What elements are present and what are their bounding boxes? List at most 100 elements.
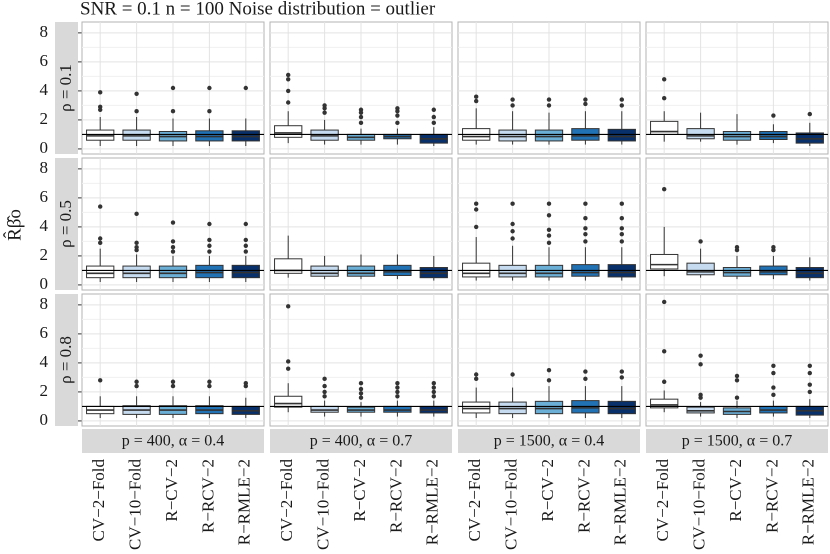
outlier [474, 94, 479, 99]
outlier [243, 237, 248, 243]
outlier [286, 366, 291, 371]
outlier [395, 394, 400, 399]
outlier [771, 385, 776, 390]
x-tick-label: R−RMLE−2 [799, 459, 818, 545]
outlier [771, 113, 776, 118]
outlier [510, 97, 515, 102]
box [274, 395, 303, 408]
outlier [98, 104, 103, 110]
x-tick-label: CV−10−Fold [502, 459, 521, 550]
y-tick-label: 6 [40, 187, 49, 206]
outlier [395, 385, 400, 390]
outlier [474, 201, 479, 206]
outlier [546, 378, 552, 383]
x-tick-label: R−RMLE−2 [423, 459, 442, 545]
outlier [207, 237, 212, 243]
y-tick-label: 0 [40, 138, 49, 157]
outlier [698, 362, 703, 367]
outlier [322, 376, 327, 382]
outlier [510, 103, 515, 108]
outlier [207, 221, 212, 227]
y-tick-label: 4 [40, 80, 49, 99]
outlier [583, 101, 588, 107]
outlier [431, 120, 436, 126]
outlier [807, 363, 812, 369]
outlier [134, 91, 139, 97]
outlier [662, 379, 667, 384]
outlier [207, 249, 212, 254]
outlier [619, 201, 624, 206]
outlier [134, 379, 139, 384]
outlier [510, 221, 515, 227]
outlier [583, 239, 588, 244]
x-tick-label: R−RMLE−2 [235, 459, 254, 545]
box [534, 129, 564, 142]
outlier [207, 379, 212, 384]
outlier [395, 106, 400, 111]
x-tick-label: CV−10−Fold [126, 459, 145, 550]
outlier [546, 367, 552, 373]
outlier [583, 215, 588, 221]
outlier [546, 201, 552, 206]
x-tick-label: CV−2−Fold [653, 459, 672, 542]
outlier [546, 213, 552, 218]
outlier [395, 381, 400, 386]
box [534, 264, 564, 278]
outlier [546, 97, 552, 102]
col-strip-label: p = 1500, α = 0.7 [682, 433, 792, 450]
col-strip [270, 429, 452, 453]
y-tick-label: 4 [40, 352, 49, 371]
outlier [431, 107, 436, 112]
box [122, 265, 151, 279]
y-tick-label: 6 [40, 51, 49, 70]
row-strip-label: ρ = 0.5 [56, 200, 75, 248]
outlier [583, 226, 588, 231]
x-tick-label: CV−2−Fold [89, 459, 108, 542]
outlier [431, 114, 436, 120]
outlier [134, 245, 139, 250]
outlier [698, 392, 703, 398]
outlier [583, 376, 588, 382]
outlier [619, 215, 624, 221]
outlier [170, 379, 176, 384]
y-tick-label: 2 [40, 245, 49, 264]
outlier [734, 395, 740, 400]
outlier [358, 107, 364, 112]
x-tick-label: R−CV−2 [162, 459, 181, 522]
outlier [134, 211, 139, 217]
x-tick-label: R−CV−2 [726, 459, 745, 522]
outlier [510, 229, 515, 234]
outlier [734, 245, 740, 250]
outlier [358, 386, 364, 392]
outlier [546, 233, 552, 238]
col-strip [646, 429, 828, 453]
box [498, 129, 527, 142]
outlier [698, 353, 703, 358]
row-strip-label: ρ = 0.8 [56, 336, 75, 384]
outlier [207, 383, 212, 389]
outlier [734, 373, 740, 379]
outlier [662, 186, 667, 192]
outlier [583, 201, 588, 206]
x-tick-label: R−RMLE−2 [611, 459, 630, 545]
outlier [619, 231, 624, 237]
x-tick-label: CV−2−Fold [465, 459, 484, 542]
outlier [583, 97, 588, 102]
outlier [734, 378, 740, 383]
outlier [474, 98, 479, 104]
outlier [431, 381, 436, 386]
x-tick-label: R−CV−2 [538, 459, 557, 522]
x-tick-label: CV−2−Fold [277, 459, 296, 542]
outlier [286, 359, 291, 364]
outlier [243, 243, 248, 248]
x-tick-label: R−CV−2 [350, 459, 369, 522]
y-tick-label: 8 [40, 22, 49, 41]
outlier [358, 120, 364, 126]
y-tick-label: 0 [40, 410, 49, 429]
outlier [771, 370, 776, 376]
box [650, 398, 679, 409]
outlier [207, 243, 212, 248]
outlier [243, 381, 248, 386]
outlier [98, 204, 103, 209]
outlier [170, 85, 176, 91]
